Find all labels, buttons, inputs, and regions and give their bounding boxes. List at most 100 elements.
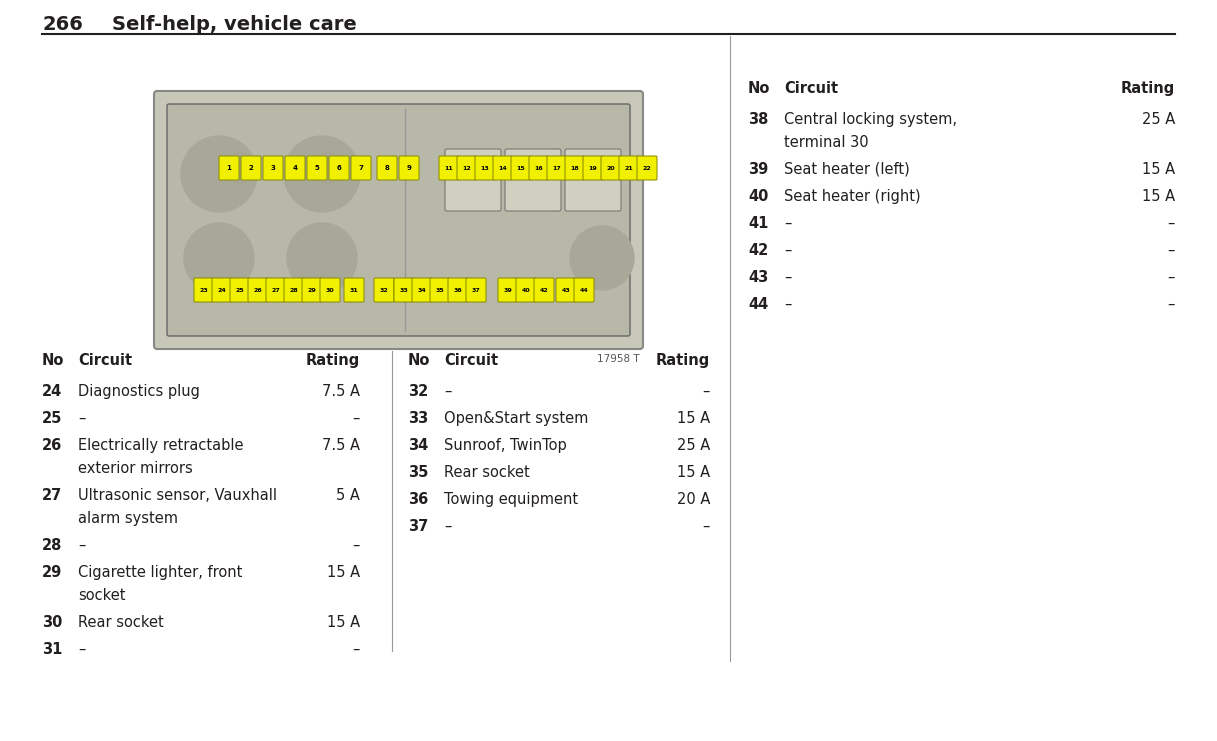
Text: 18: 18 <box>571 165 579 170</box>
FancyBboxPatch shape <box>445 149 501 211</box>
Text: Sunroof, TwinTop: Sunroof, TwinTop <box>444 438 567 453</box>
Text: Seat heater (right): Seat heater (right) <box>784 189 920 204</box>
Text: 35: 35 <box>408 465 428 480</box>
FancyBboxPatch shape <box>399 156 419 180</box>
FancyBboxPatch shape <box>574 278 594 302</box>
Text: Rear socket: Rear socket <box>78 615 164 630</box>
Text: 37: 37 <box>472 288 481 293</box>
Text: 44: 44 <box>579 288 588 293</box>
FancyBboxPatch shape <box>534 278 554 302</box>
FancyBboxPatch shape <box>284 278 304 302</box>
Text: Circuit: Circuit <box>444 353 498 368</box>
Text: –: – <box>1167 297 1174 312</box>
Text: –: – <box>702 519 710 534</box>
Text: 15: 15 <box>517 165 526 170</box>
Text: 40: 40 <box>748 189 768 204</box>
Text: 43: 43 <box>748 270 768 285</box>
Text: –: – <box>444 519 452 534</box>
Text: Cigarette lighter, front: Cigarette lighter, front <box>78 565 242 580</box>
Text: 24: 24 <box>218 288 226 293</box>
Circle shape <box>284 136 360 212</box>
FancyBboxPatch shape <box>498 278 518 302</box>
Text: 19: 19 <box>589 165 598 170</box>
FancyBboxPatch shape <box>167 104 630 336</box>
FancyBboxPatch shape <box>219 156 239 180</box>
Text: 28: 28 <box>43 538 62 553</box>
Text: No: No <box>43 353 65 368</box>
Text: 8: 8 <box>385 165 389 171</box>
FancyBboxPatch shape <box>413 278 432 302</box>
Text: 13: 13 <box>481 165 489 170</box>
FancyBboxPatch shape <box>556 278 576 302</box>
Text: 34: 34 <box>408 438 428 453</box>
Text: 22: 22 <box>643 165 651 170</box>
Text: 15 A: 15 A <box>1142 162 1174 177</box>
Text: 24: 24 <box>43 384 62 399</box>
Text: –: – <box>353 642 360 657</box>
Text: –: – <box>1167 216 1174 231</box>
Text: Central locking system,: Central locking system, <box>784 112 957 127</box>
FancyBboxPatch shape <box>448 278 469 302</box>
Text: 1: 1 <box>226 165 231 171</box>
Text: 41: 41 <box>748 216 768 231</box>
Text: 2: 2 <box>248 165 253 171</box>
Text: 42: 42 <box>748 243 768 258</box>
Text: 5: 5 <box>315 165 319 171</box>
FancyBboxPatch shape <box>194 278 214 302</box>
FancyBboxPatch shape <box>583 156 602 180</box>
Text: 17: 17 <box>553 165 561 170</box>
FancyBboxPatch shape <box>329 156 349 180</box>
Text: Electrically retractable: Electrically retractable <box>78 438 243 453</box>
Text: 20 A: 20 A <box>677 492 710 507</box>
Text: Open&Start system: Open&Start system <box>444 411 588 426</box>
FancyBboxPatch shape <box>263 156 284 180</box>
FancyBboxPatch shape <box>601 156 621 180</box>
Text: 266: 266 <box>43 15 83 34</box>
Text: terminal 30: terminal 30 <box>784 135 869 150</box>
Text: 34: 34 <box>417 288 426 293</box>
FancyBboxPatch shape <box>546 156 567 180</box>
FancyBboxPatch shape <box>565 149 621 211</box>
FancyBboxPatch shape <box>155 91 643 349</box>
Text: 7.5 A: 7.5 A <box>323 438 360 453</box>
FancyBboxPatch shape <box>516 278 535 302</box>
Text: 17958 T: 17958 T <box>598 354 640 364</box>
Text: 27: 27 <box>43 488 62 503</box>
Circle shape <box>181 136 257 212</box>
FancyBboxPatch shape <box>374 278 394 302</box>
Text: –: – <box>784 243 791 258</box>
Text: 40: 40 <box>522 288 531 293</box>
Text: –: – <box>78 411 85 426</box>
Text: –: – <box>1167 270 1174 285</box>
FancyBboxPatch shape <box>344 278 364 302</box>
FancyBboxPatch shape <box>636 156 657 180</box>
Text: –: – <box>353 411 360 426</box>
Circle shape <box>570 226 634 290</box>
Text: 35: 35 <box>436 288 444 293</box>
FancyBboxPatch shape <box>307 156 327 180</box>
Text: Circuit: Circuit <box>78 353 133 368</box>
Text: 4: 4 <box>292 165 297 171</box>
Text: 15 A: 15 A <box>327 615 360 630</box>
Text: 38: 38 <box>748 112 768 127</box>
Circle shape <box>184 223 254 293</box>
Text: No: No <box>408 353 431 368</box>
Text: 32: 32 <box>380 288 388 293</box>
Text: 15 A: 15 A <box>1142 189 1174 204</box>
FancyBboxPatch shape <box>394 278 414 302</box>
Text: 11: 11 <box>444 165 454 170</box>
Text: 21: 21 <box>624 165 633 170</box>
Text: –: – <box>784 216 791 231</box>
Text: 25: 25 <box>43 411 62 426</box>
Text: 31: 31 <box>43 642 62 657</box>
Text: 33: 33 <box>399 288 409 293</box>
Text: 26: 26 <box>43 438 62 453</box>
FancyBboxPatch shape <box>565 156 585 180</box>
Text: 26: 26 <box>253 288 263 293</box>
Text: 31: 31 <box>349 288 358 293</box>
Text: 29: 29 <box>43 565 62 580</box>
Text: –: – <box>784 297 791 312</box>
FancyBboxPatch shape <box>458 156 477 180</box>
Text: –: – <box>78 538 85 553</box>
Text: 32: 32 <box>408 384 428 399</box>
